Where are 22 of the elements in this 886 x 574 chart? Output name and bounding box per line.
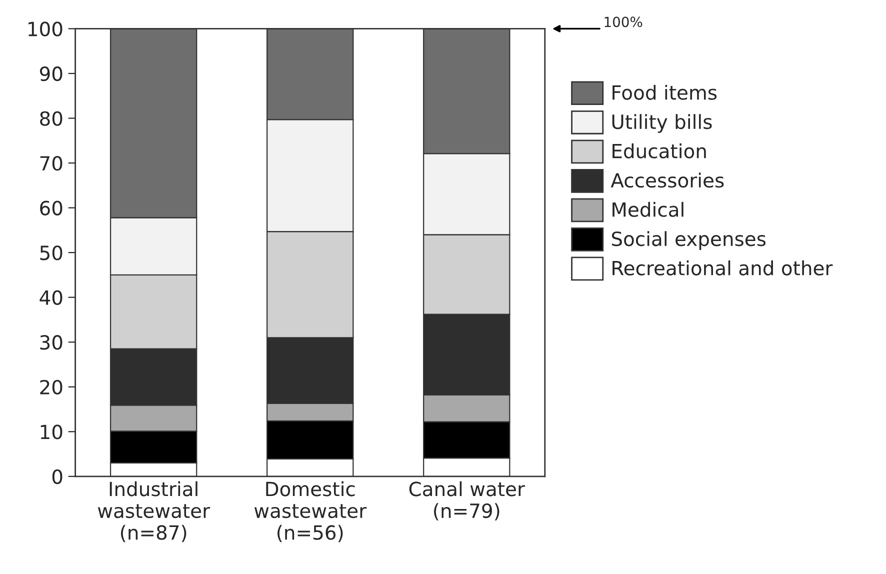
legend-label: Utility bills	[612, 114, 712, 133]
y-tick-label: 100	[28, 22, 62, 36]
y-tick-label: 60	[40, 200, 62, 216]
y-tick-label: 80	[40, 111, 62, 126]
x-tick-label: Domestic wastewater (n=56)	[254, 481, 367, 542]
y-tick-label: 30	[40, 335, 62, 350]
y-tick-label: 70	[40, 156, 62, 171]
y-tick-label: 40	[40, 290, 62, 305]
x-tick-label: Industrial wastewater (n=87)	[98, 481, 210, 542]
y-tick-label: 50	[40, 246, 62, 260]
legend-label: Accessories	[610, 172, 724, 188]
legend-label: Food items	[612, 84, 717, 100]
legend-label: Medical	[612, 202, 684, 217]
legend-label: Education	[612, 143, 706, 158]
y-tick-label: 90	[40, 66, 62, 82]
y-tick-label: 0	[52, 469, 62, 484]
y-tick-label: 10	[40, 424, 62, 440]
x-tick-label: Canal water (n=79)	[409, 481, 525, 520]
legend-label: Recreational and other	[612, 260, 833, 276]
text: 100%	[604, 16, 642, 28]
legend-label: Social expenses	[612, 231, 766, 250]
y-tick-label: 20	[40, 380, 62, 395]
